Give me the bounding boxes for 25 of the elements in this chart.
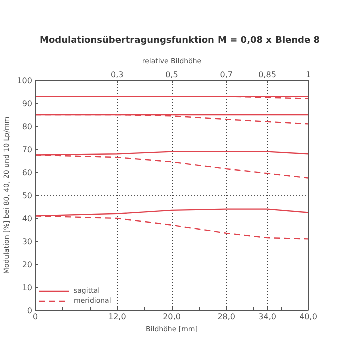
x-tick-label: 0 xyxy=(32,312,38,322)
x-tick-label: 28,0 xyxy=(218,312,236,322)
x2-tick-label: 0,5 xyxy=(166,70,178,80)
y-tick-label: 30 xyxy=(22,238,33,246)
x2-tick-label: 0,7 xyxy=(220,70,233,80)
x2-tick-label: 0,3 xyxy=(111,70,124,80)
y-tick-label: 20 xyxy=(22,260,33,270)
x-tick-label: 40,0 xyxy=(300,312,318,322)
text: M = 0,08 x xyxy=(218,35,272,48)
y-tick-label: 60 xyxy=(22,168,33,178)
chart-title: Modulationsübertragungsfunktion xyxy=(40,35,214,48)
x2-tick-label: 1 xyxy=(306,70,312,80)
x2-tick-label: 0,85 xyxy=(258,70,276,80)
y-tick-label: 40 xyxy=(22,214,33,224)
x-tick-label: 20,0 xyxy=(163,312,181,322)
x-tick-label: 34,0 xyxy=(258,312,276,322)
y-tick-label: 90 xyxy=(22,100,33,108)
x-tick-label: 12,0 xyxy=(108,312,126,322)
text: Blende 8 xyxy=(276,35,320,48)
y-tick-label: 10 xyxy=(22,284,33,292)
y-tick-label: 50 xyxy=(22,192,33,200)
y-tick-label: 100 xyxy=(17,76,33,86)
y-tick-label: 80 xyxy=(22,122,33,132)
y-tick-label: 70 xyxy=(22,146,33,154)
y-tick-label: 0 xyxy=(27,306,33,316)
